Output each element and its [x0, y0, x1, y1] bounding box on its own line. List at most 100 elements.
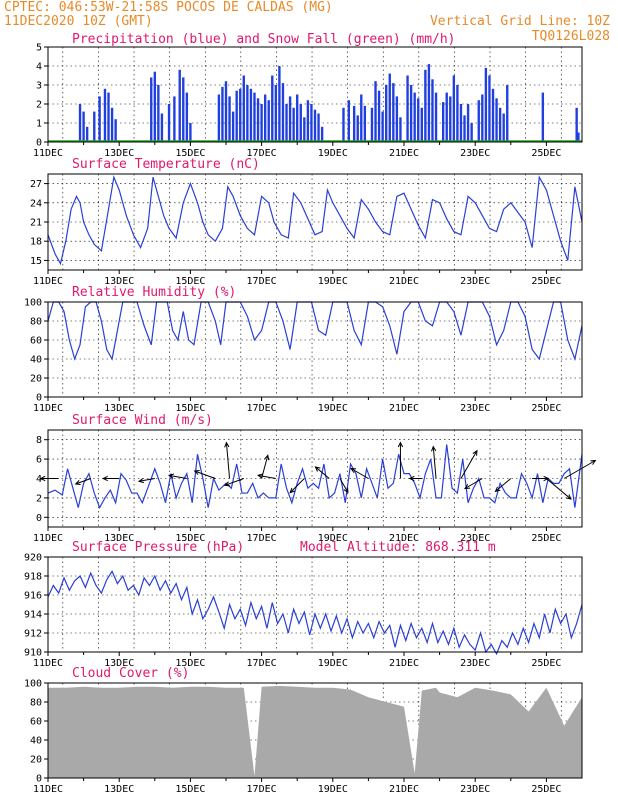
wind-vector-head [314, 466, 321, 472]
precip-bar [310, 104, 313, 142]
precip-bar [352, 105, 356, 142]
x-tick-label: 23DEC [460, 276, 490, 287]
x-tick-label: 15DEC [175, 658, 205, 669]
precip-bar [360, 94, 363, 142]
precip-bar [78, 104, 82, 142]
y-tick-label: 21 [30, 218, 42, 229]
y-tick-label: 80 [30, 698, 42, 709]
wind-vector-shaft [464, 478, 483, 489]
precip-bar [231, 111, 235, 142]
cloud-cover-area [48, 685, 582, 778]
series-line [47, 301, 583, 362]
x-tick-label: 19DEC [318, 403, 348, 414]
x-tick-label: 13DEC [104, 276, 134, 287]
y-tick-label: 920 [24, 553, 42, 564]
y-tick-label: 1 [36, 119, 42, 130]
wind-vector-shaft [350, 468, 369, 479]
x-tick-label: 21DEC [389, 148, 419, 159]
precip-bar [288, 96, 292, 142]
x-tick-label: 23DEC [460, 403, 490, 414]
precip-bar [463, 115, 466, 142]
wind-vector-shaft [261, 455, 269, 479]
precip-bar [239, 88, 242, 142]
precip-bar [427, 64, 431, 142]
precip-bar [299, 104, 302, 142]
wind-vector-arrow [546, 478, 572, 500]
y-tick-label: 4 [36, 62, 42, 73]
wind-vector-shaft [169, 474, 187, 479]
precip-bar [235, 90, 238, 142]
y-tick-label: 4 [36, 474, 42, 485]
precip-bar [281, 83, 285, 142]
series-line [47, 569, 583, 656]
x-tick-label: 21DEC [389, 403, 419, 414]
y-tick-label: 2 [36, 100, 42, 111]
precip-bar [98, 96, 101, 142]
wind-vector-arrow [563, 459, 597, 479]
precip-bar [385, 85, 388, 142]
wind-vector-head [590, 459, 597, 465]
x-tick-label: 13DEC [104, 784, 134, 795]
x-tick-label: 11DEC [33, 276, 63, 287]
panel-frame [47, 682, 583, 779]
wind-vector-head [464, 484, 471, 490]
precip-bar [395, 96, 399, 142]
y-tick-label: 60 [30, 717, 42, 728]
wind-vector-arrow [532, 475, 550, 482]
wind-vector-head [167, 473, 175, 479]
wind-vector-arrow [223, 478, 244, 487]
precip-bar [242, 75, 245, 142]
y-tick-label: 20 [30, 755, 42, 766]
wind-vector-head [193, 469, 200, 475]
precip-bar [271, 75, 274, 142]
panel-title: Surface Temperature (nC) [72, 157, 260, 172]
wind-vector-arrow [408, 475, 422, 482]
x-tick-label: 19DEC [318, 658, 348, 669]
wind-vector-arrow [289, 478, 305, 494]
x-tick-label: 17DEC [247, 658, 277, 669]
precip-bar [153, 71, 156, 142]
y-tick-label: 24 [30, 198, 42, 209]
wind-vector-head [224, 441, 230, 448]
precip-bar [342, 107, 345, 142]
x-tick-label: 13DEC [104, 148, 134, 159]
x-tick-label: 19DEC [318, 533, 348, 544]
precip-bar [377, 90, 381, 142]
wind-vector-arrow [460, 449, 478, 479]
wind-vector-arrow [350, 467, 369, 479]
precip-bar [320, 126, 324, 142]
wind-vector-arrow [102, 475, 120, 482]
wind-vector-shaft [339, 478, 349, 493]
panel-6: 0 20 40 60 80 100 11DEC 13DEC 15DEC 17DEC 19DEC 21D… [24, 666, 583, 795]
x-tick-label: 21DEC [389, 658, 419, 669]
header-grid-line: Vertical Grid Line: 10Z [430, 14, 610, 29]
precip-bar [445, 92, 448, 142]
wind-vector-arrow [431, 445, 437, 479]
panel-title: Surface Wind (m/s) [72, 413, 213, 428]
precip-bar [103, 88, 107, 142]
precip-bar [417, 98, 420, 142]
x-tick-label: 23DEC [460, 784, 490, 795]
precip-bar [449, 96, 452, 142]
precip-bar [409, 85, 413, 142]
wind-vector-shaft [194, 470, 216, 479]
x-tick-label: 19DEC [318, 276, 348, 287]
precip-bar [484, 67, 488, 142]
panel-frame [47, 46, 583, 143]
wind-vector-shaft [289, 478, 305, 493]
precip-bar [93, 111, 96, 142]
precip-bar [495, 98, 498, 142]
precip-bar [434, 92, 438, 142]
panel-1: 0 1 2 3 4 5 11DEC 13DEC 15DEC 17DEC 19DEC 21DEC 23DE… [33, 32, 583, 159]
wind-vector-arrow [137, 477, 155, 484]
precip-bar [185, 92, 189, 142]
wind-vector-arrow [314, 466, 330, 479]
wind-vector-head [350, 467, 357, 473]
precip-bar [260, 104, 263, 142]
x-tick-label: 13DEC [104, 533, 134, 544]
wind-vector-head [472, 449, 478, 456]
precip-bar [413, 92, 416, 142]
panel-title: Surface Pressure (hPa) [72, 540, 244, 555]
x-tick-label: 13DEC [104, 658, 134, 669]
panel-5: 910 912 914 916 918 920 11DEC 13DEC 15DEC 17DEC 19… [24, 540, 583, 669]
